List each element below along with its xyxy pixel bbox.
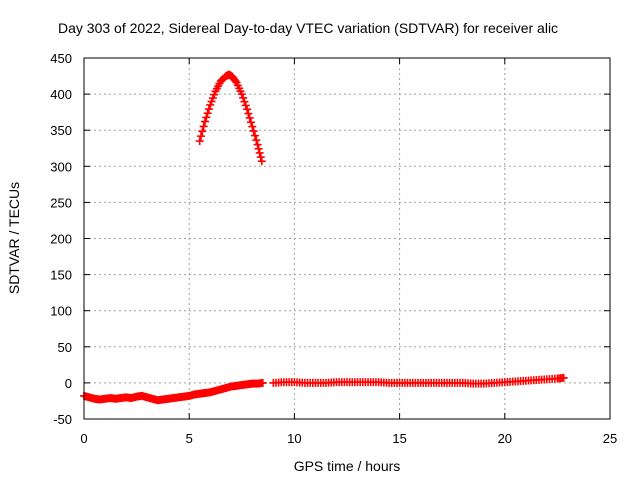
data-point [241, 101, 250, 110]
y-axis-label: SDTVAR / TECUs [6, 182, 22, 294]
data-point [239, 93, 248, 102]
y-tick-label: 200 [50, 232, 72, 247]
x-tick-label: 25 [603, 431, 617, 446]
data-point [250, 131, 259, 140]
y-tick-label: 300 [50, 159, 72, 174]
tick-labels: 0 5 10 15 20 25 -50 0 50 100 150 200 250 300 350 400 450 [50, 51, 617, 446]
data-point [254, 144, 263, 153]
chart-title: Day 303 of 2022, Sidereal Day-to-day VTE… [58, 20, 558, 36]
data-point [243, 105, 252, 114]
data-point [237, 90, 246, 99]
x-tick-label: 15 [392, 431, 406, 446]
x-tick-label: 0 [80, 431, 87, 446]
data-point [245, 113, 254, 122]
plot-frame [83, 57, 611, 420]
data-point [559, 373, 568, 382]
y-tick-label: 50 [58, 340, 72, 355]
x-tick-label: 5 [186, 431, 193, 446]
axis-ticks [83, 57, 611, 420]
data-point [258, 378, 267, 387]
data-point [197, 132, 206, 141]
y-tick-label: 450 [50, 51, 72, 66]
y-tick-label: 100 [50, 304, 72, 319]
grid [84, 58, 610, 419]
y-tick-label: 0 [65, 376, 72, 391]
y-tick-label: -50 [53, 412, 72, 427]
data-point [252, 136, 261, 145]
data-point [198, 127, 207, 136]
data-point [203, 109, 212, 118]
data-point [240, 97, 249, 106]
y-tick-label: 250 [50, 195, 72, 210]
data-point [202, 113, 211, 122]
data-point [255, 148, 264, 157]
y-tick-label: 400 [50, 87, 72, 102]
data-point [195, 137, 204, 146]
y-tick-label: 150 [50, 268, 72, 283]
data-point [244, 109, 253, 118]
data-point [247, 118, 256, 127]
data-point [249, 127, 258, 136]
data-point [200, 117, 209, 126]
x-tick-label: 20 [498, 431, 512, 446]
x-tick-label: 10 [287, 431, 301, 446]
data-points [80, 70, 568, 405]
y-tick-label: 350 [50, 123, 72, 138]
data-point [199, 122, 208, 131]
data-point [253, 140, 262, 149]
data-point [257, 157, 266, 166]
data-point [231, 77, 240, 86]
data-point [204, 105, 213, 114]
data-point [248, 122, 257, 131]
x-axis-label: GPS time / hours [294, 458, 401, 474]
data-point [256, 153, 265, 162]
